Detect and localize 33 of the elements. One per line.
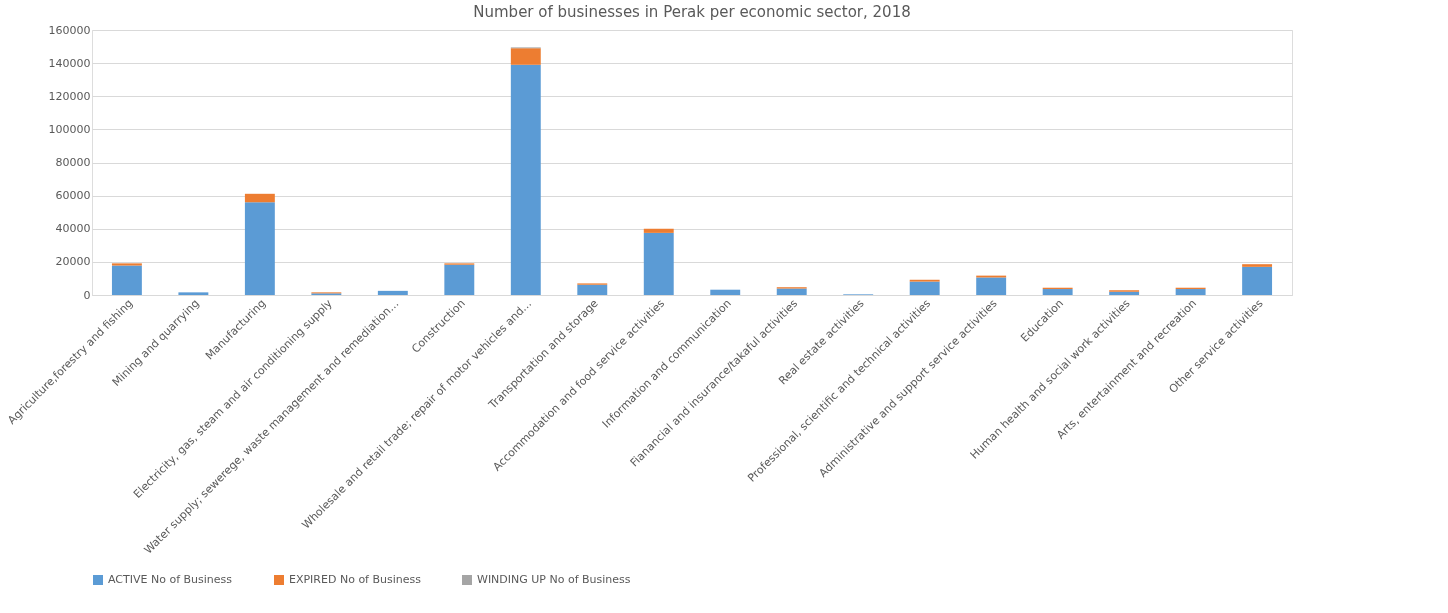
legend-label: ACTIVE No of Business xyxy=(108,573,233,586)
bar xyxy=(577,284,608,295)
bar xyxy=(244,193,275,203)
legend-label: WINDING UP No of Business xyxy=(477,573,631,586)
y-tick-label: 140000 xyxy=(48,56,91,70)
y-tick-label: 20000 xyxy=(55,255,91,269)
bar xyxy=(1042,289,1073,295)
bar xyxy=(710,289,741,295)
bar xyxy=(510,48,541,65)
bar xyxy=(510,64,541,295)
bar xyxy=(776,288,807,295)
y-tick-label: 120000 xyxy=(48,89,91,103)
y-tick-label: 100000 xyxy=(48,122,91,136)
y-tick-label: 160000 xyxy=(48,23,91,37)
bar xyxy=(244,202,275,295)
bar xyxy=(643,228,674,233)
bar xyxy=(1242,266,1273,295)
bar xyxy=(111,263,142,266)
bar xyxy=(643,232,674,295)
bar xyxy=(976,277,1007,295)
y-tick-label: 60000 xyxy=(55,189,91,203)
y-tick-label: 40000 xyxy=(55,222,91,236)
bar xyxy=(111,265,142,295)
legend-label: EXPIRED No of Business xyxy=(289,573,422,586)
y-tick-label: 0 xyxy=(83,288,91,302)
y-tick-label: 80000 xyxy=(55,156,91,169)
bar xyxy=(444,264,475,295)
bar xyxy=(1175,289,1206,295)
bar xyxy=(909,281,940,295)
bar xyxy=(178,292,209,295)
bar xyxy=(377,290,408,295)
bar xyxy=(1242,264,1273,267)
chart-title: Number of businesses in Perak per economic sector, 2018 xyxy=(473,3,911,21)
